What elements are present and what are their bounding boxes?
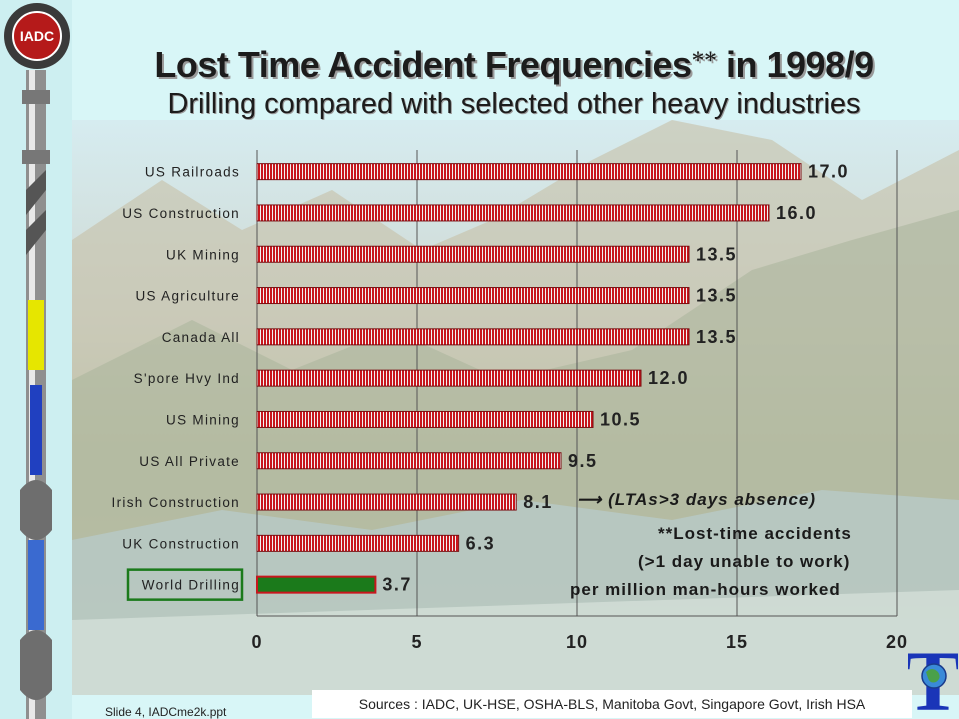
x-tick-label: 20 [886, 632, 908, 652]
category-label: S'pore Hvy Ind [134, 371, 240, 386]
title-suffix: in 1998/9 [716, 44, 874, 85]
value-label: 8.1 [523, 492, 553, 512]
x-tick-label: 15 [726, 632, 748, 652]
category-label: US Railroads [145, 165, 240, 180]
category-label: US All Private [139, 454, 240, 469]
footnote-line2: (>1 day unable to work) [638, 552, 851, 571]
value-label: 13.5 [696, 244, 737, 264]
slide-footer: Slide 4, IADCme2k.ppt [105, 705, 227, 719]
footnote-line1: **Lost-time accidents [658, 524, 852, 543]
category-label: UK Construction [122, 536, 240, 551]
highlight-box [126, 568, 244, 601]
value-label: 13.5 [696, 327, 737, 347]
bar [256, 287, 690, 305]
value-label: 3.7 [382, 575, 412, 595]
bar [256, 410, 594, 428]
value-label: 10.5 [600, 409, 641, 429]
bar [256, 575, 377, 594]
category-label: Irish Construction [112, 495, 240, 510]
bar [256, 245, 690, 263]
bar [256, 534, 460, 552]
page-title: Lost Time Accident Frequencies** in 1998… [74, 44, 954, 86]
logo-text: IADC [20, 28, 54, 44]
drill-string-strip [0, 0, 72, 719]
globe-land [926, 669, 940, 683]
category-label: US Construction [122, 206, 240, 221]
bar [256, 493, 517, 511]
x-tick-label: 0 [251, 632, 262, 652]
title-main: Lost Time Accident Frequencies [154, 44, 692, 85]
arrow-icon: ⟶ [577, 490, 603, 509]
category-label: World Drilling [142, 578, 240, 593]
category-label: UK Mining [166, 247, 240, 262]
value-label: 6.3 [466, 533, 496, 553]
iadc-logo: IADC [4, 3, 70, 69]
title-stars: ** [691, 46, 718, 75]
footnote-line3: per million man-hours worked [570, 580, 841, 599]
bar [256, 328, 690, 346]
x-tick-label: 10 [566, 632, 588, 652]
arrow-note-text: (LTAs>3 days absence) [608, 490, 817, 509]
page-subtitle: Drilling compared with selected other he… [167, 88, 861, 120]
bar [256, 163, 802, 181]
bar [256, 369, 642, 387]
bar [256, 204, 770, 222]
corner-t-logo: T [908, 633, 958, 718]
value-label: 17.0 [808, 162, 849, 182]
value-label: 13.5 [696, 286, 737, 306]
category-label: US Mining [166, 412, 240, 427]
x-tick-label: 5 [411, 632, 422, 652]
category-label: US Agriculture [136, 289, 241, 304]
value-label: 9.5 [568, 451, 598, 471]
sources-box: Sources : IADC, UK-HSE, OSHA-BLS, Manito… [312, 690, 912, 718]
arrow-note: ⟶ (LTAs>3 days absence) [577, 490, 816, 510]
bar [256, 452, 562, 470]
category-label: Canada All [162, 330, 240, 345]
value-label: 12.0 [648, 368, 689, 388]
value-label: 16.0 [776, 203, 817, 223]
